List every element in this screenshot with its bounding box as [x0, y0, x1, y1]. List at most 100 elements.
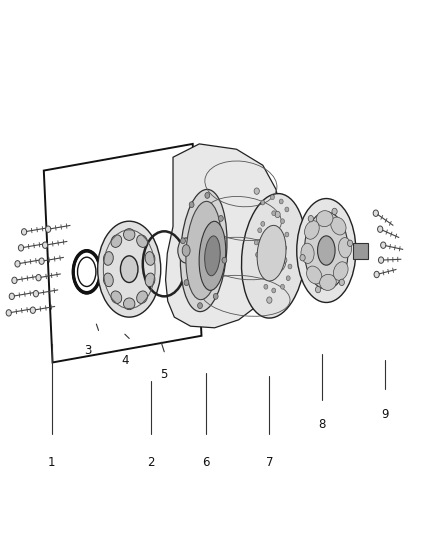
Ellipse shape [111, 235, 122, 247]
Circle shape [39, 258, 44, 264]
Ellipse shape [111, 291, 122, 303]
Ellipse shape [103, 252, 113, 265]
Text: 5: 5 [161, 368, 168, 381]
Circle shape [12, 277, 17, 284]
Circle shape [285, 232, 289, 237]
Circle shape [184, 280, 189, 286]
Text: 4: 4 [121, 354, 129, 367]
Ellipse shape [199, 221, 226, 290]
Ellipse shape [304, 221, 319, 239]
Ellipse shape [180, 189, 227, 312]
Circle shape [272, 211, 276, 216]
Bar [353, 243, 368, 259]
Circle shape [36, 274, 41, 281]
Circle shape [261, 200, 265, 205]
Ellipse shape [316, 211, 333, 227]
Circle shape [282, 257, 287, 263]
Text: 8: 8 [318, 418, 325, 431]
Ellipse shape [297, 199, 356, 303]
Circle shape [254, 240, 258, 245]
Circle shape [9, 293, 14, 300]
Circle shape [222, 257, 227, 263]
Circle shape [268, 239, 272, 243]
Circle shape [381, 242, 386, 248]
Circle shape [276, 237, 280, 242]
Circle shape [339, 279, 344, 286]
Circle shape [18, 245, 24, 251]
Circle shape [213, 294, 218, 300]
Circle shape [374, 271, 379, 278]
Ellipse shape [331, 217, 346, 235]
Circle shape [275, 211, 280, 217]
Circle shape [258, 228, 261, 233]
Ellipse shape [339, 238, 352, 258]
Text: 7: 7 [265, 456, 273, 469]
Circle shape [378, 257, 384, 263]
Circle shape [219, 215, 223, 221]
Text: 2: 2 [147, 456, 155, 469]
Ellipse shape [120, 256, 138, 282]
Circle shape [261, 222, 265, 227]
Circle shape [300, 255, 305, 261]
Circle shape [279, 256, 282, 261]
Circle shape [198, 303, 202, 309]
Text: 9: 9 [381, 408, 389, 421]
Circle shape [180, 238, 185, 244]
Circle shape [189, 201, 194, 207]
Ellipse shape [304, 212, 348, 289]
Ellipse shape [145, 273, 155, 287]
Ellipse shape [307, 266, 322, 284]
Circle shape [285, 207, 289, 212]
Ellipse shape [241, 193, 306, 318]
Circle shape [378, 226, 383, 232]
Circle shape [308, 215, 314, 222]
Polygon shape [166, 144, 283, 328]
Ellipse shape [182, 245, 190, 256]
Circle shape [283, 245, 286, 251]
Ellipse shape [257, 225, 286, 281]
Circle shape [264, 285, 268, 289]
Circle shape [280, 285, 285, 289]
Ellipse shape [145, 252, 155, 265]
Ellipse shape [178, 238, 194, 263]
Circle shape [286, 276, 290, 280]
Ellipse shape [137, 235, 148, 247]
Circle shape [315, 286, 321, 293]
Circle shape [288, 264, 292, 269]
Circle shape [280, 219, 285, 224]
Circle shape [269, 264, 273, 269]
Ellipse shape [301, 243, 314, 263]
Circle shape [46, 226, 51, 232]
Circle shape [267, 297, 272, 303]
Circle shape [279, 199, 283, 204]
Ellipse shape [137, 291, 148, 303]
Circle shape [373, 210, 378, 216]
Ellipse shape [205, 236, 220, 276]
Circle shape [347, 240, 353, 246]
Text: 6: 6 [202, 456, 210, 469]
Circle shape [30, 307, 35, 313]
Circle shape [42, 242, 48, 248]
Circle shape [21, 229, 27, 235]
Ellipse shape [103, 273, 113, 287]
Circle shape [15, 261, 20, 267]
Circle shape [261, 261, 265, 266]
Ellipse shape [320, 274, 336, 290]
Ellipse shape [318, 236, 335, 265]
Ellipse shape [124, 298, 135, 310]
Ellipse shape [124, 229, 135, 240]
Circle shape [33, 290, 39, 297]
Circle shape [205, 192, 210, 198]
Text: 3: 3 [84, 344, 91, 357]
Circle shape [270, 195, 274, 199]
Circle shape [272, 288, 276, 293]
Circle shape [254, 188, 259, 195]
Circle shape [6, 310, 11, 316]
Ellipse shape [333, 262, 348, 280]
Ellipse shape [78, 257, 96, 287]
Circle shape [332, 208, 337, 215]
Ellipse shape [98, 221, 161, 317]
Text: 1: 1 [48, 456, 56, 469]
Ellipse shape [186, 201, 222, 300]
Circle shape [255, 253, 259, 257]
